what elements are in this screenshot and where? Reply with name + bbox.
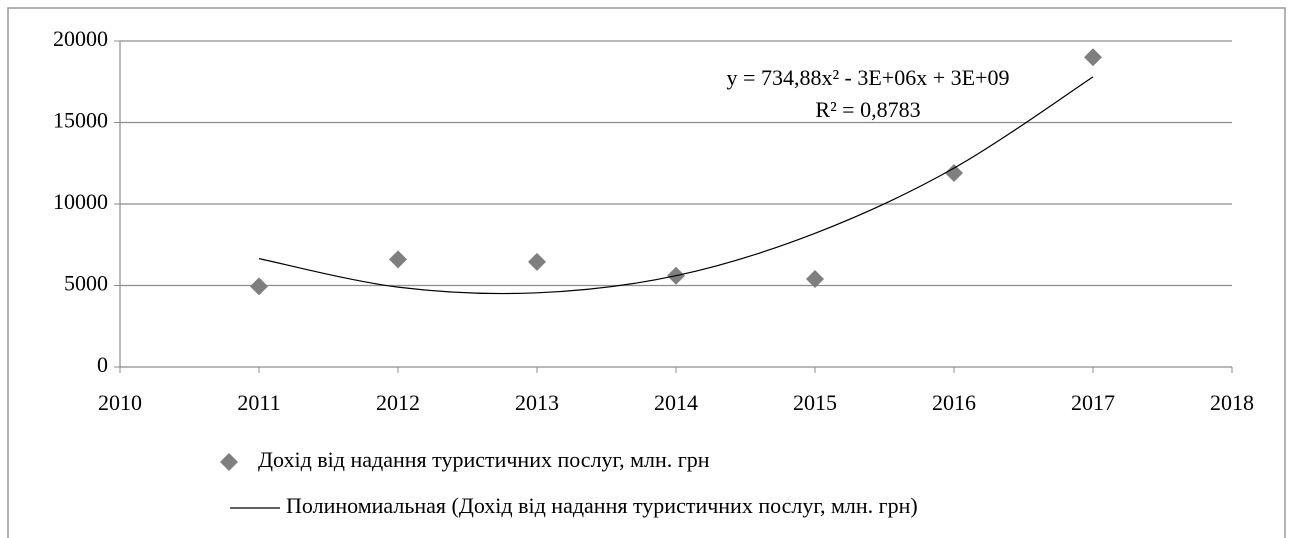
- point: [389, 250, 407, 269]
- x-tick-label: 2015: [793, 390, 837, 415]
- legend-label: Полиномиальная (Дохід від надання турист…: [286, 493, 918, 518]
- trend-r2: R² = 0,8783: [815, 97, 920, 122]
- x-tick-label: 2017: [1071, 390, 1115, 415]
- y-tick-label: 5000: [64, 271, 108, 296]
- y-tick-label: 20000: [53, 26, 108, 51]
- y-tick-label: 15000: [53, 108, 108, 133]
- point: [250, 277, 268, 296]
- trendline: [258, 76, 1094, 295]
- x-tick-label: 2018: [1210, 390, 1254, 415]
- x-tick-label: 2016: [932, 390, 976, 415]
- x-tick-label: 2014: [654, 390, 698, 415]
- trend-equation: y = 734,88x² - 3E+06x + 3E+09: [727, 65, 1010, 90]
- legend-label: Дохід від надання туристичних послуг, мл…: [258, 447, 710, 472]
- point: [806, 269, 824, 288]
- chart-frame: [7, 7, 1286, 538]
- y-tick-label: 0: [97, 352, 108, 377]
- x-tick-label: 2010: [98, 390, 142, 415]
- y-tick-label: 10000: [53, 189, 108, 214]
- point: [1084, 48, 1102, 67]
- x-tick-label: 2011: [237, 390, 280, 415]
- point: [528, 252, 546, 271]
- x-tick-label: 2013: [515, 390, 559, 415]
- x-tick-label: 2012: [376, 390, 420, 415]
- point: [945, 164, 963, 183]
- legend-marker: [220, 453, 238, 471]
